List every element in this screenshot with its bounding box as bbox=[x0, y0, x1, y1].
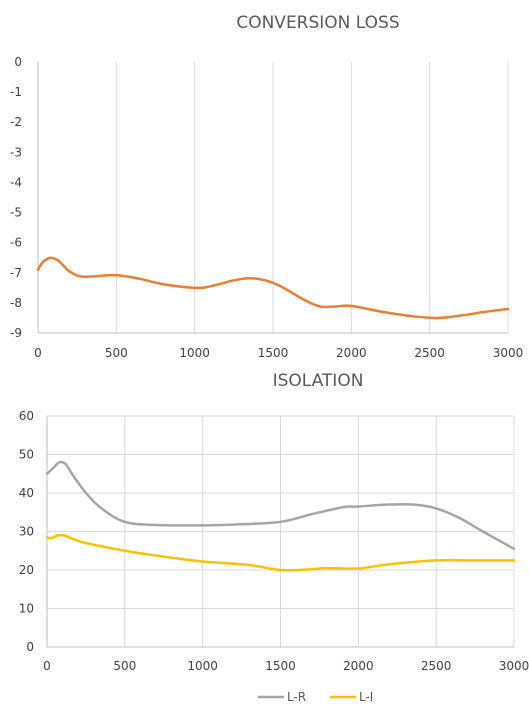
x-tick-label: 2000 bbox=[336, 346, 367, 360]
y-tick-label: -5 bbox=[10, 206, 22, 220]
series-line bbox=[36, 256, 510, 320]
x-tick-label: 2500 bbox=[414, 346, 445, 360]
conversion-loss-chart: CONVERSION LOSS 0 500 1000 1500 2000 2500 3000… bbox=[10, 13, 523, 360]
y-tick-label: 20 bbox=[19, 563, 34, 577]
x-tick-label: 500 bbox=[105, 346, 128, 360]
x-tick-label: 0 bbox=[43, 659, 51, 673]
x-tick-label: 3000 bbox=[493, 346, 524, 360]
series-line-l-r bbox=[45, 460, 516, 551]
isolation-chart: ISOLATION 0 500 1000 1500 2000 2500 3000 0 10 20 3… bbox=[19, 371, 529, 704]
y-tick-label: -9 bbox=[10, 326, 22, 340]
y-tick-label: -3 bbox=[10, 145, 22, 159]
grid-layer bbox=[115, 62, 509, 333]
axis-layer bbox=[37, 62, 508, 334]
legend-label: L-R bbox=[287, 690, 306, 704]
y-tick-label: -1 bbox=[10, 85, 22, 99]
y-tick-label: -8 bbox=[10, 296, 22, 310]
y-tick-label: 10 bbox=[19, 602, 34, 616]
x-tick-label: 1500 bbox=[265, 659, 296, 673]
y-tick-label: -7 bbox=[10, 266, 22, 280]
axis-layer bbox=[46, 416, 514, 648]
series-layer bbox=[36, 256, 510, 320]
legend-label: L-I bbox=[359, 690, 373, 704]
chart-title: CONVERSION LOSS bbox=[236, 13, 399, 33]
y-tick-label: -6 bbox=[10, 236, 22, 250]
y-tick-label: 0 bbox=[14, 55, 22, 69]
x-tick-label: 1500 bbox=[258, 346, 289, 360]
x-tick-label: 500 bbox=[113, 659, 136, 673]
x-tick-label: 1000 bbox=[179, 346, 210, 360]
y-tick-label: 30 bbox=[19, 525, 34, 539]
x-tick-label: 2500 bbox=[421, 659, 452, 673]
x-tick-label: 1000 bbox=[187, 659, 218, 673]
grid-layer bbox=[47, 415, 515, 647]
y-tick-label: -4 bbox=[10, 175, 22, 189]
legend: L-R L-I bbox=[258, 690, 373, 704]
x-tick-label: 2000 bbox=[343, 659, 374, 673]
y-tick-label: -2 bbox=[10, 115, 22, 129]
series-line-l-i bbox=[45, 533, 516, 572]
label-layer: 0 500 1000 1500 2000 2500 3000 0 10 20 30 40 50 60 bbox=[19, 409, 529, 673]
series-layer bbox=[45, 460, 516, 572]
chart-title: ISOLATION bbox=[273, 371, 364, 391]
label-layer: 0 500 1000 1500 2000 2500 3000 0 -1 -2 -3 -4 -5 -6 -7 -… bbox=[10, 55, 523, 360]
x-tick-label: 0 bbox=[34, 346, 42, 360]
y-tick-label: 0 bbox=[26, 640, 34, 654]
y-tick-label: 40 bbox=[19, 486, 34, 500]
x-tick-label: 3000 bbox=[499, 659, 529, 673]
y-tick-label: 60 bbox=[19, 409, 34, 423]
y-tick-label: 50 bbox=[19, 448, 34, 462]
